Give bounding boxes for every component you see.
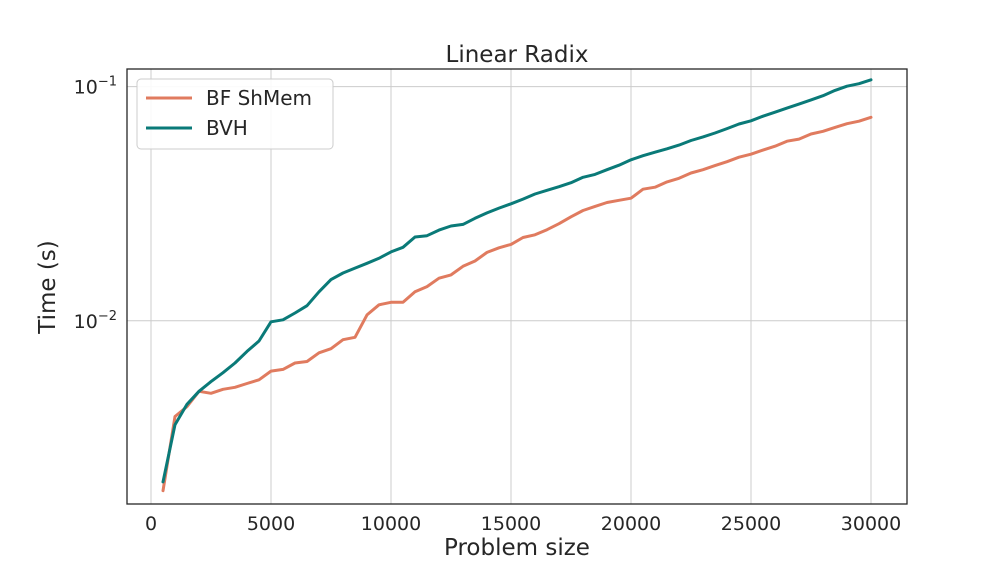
y-tick-labels: 10−2 10−1 [74,75,117,333]
x-tick-label: 30000 [841,513,901,535]
series-lines [161,78,873,493]
plot-frame [126,68,908,505]
series-line-bvh [161,78,873,484]
x-axis-label: Problem size [444,535,590,561]
chart-title: Linear Radix [446,42,589,68]
y-tick-label: 10−1 [74,75,117,99]
x-tick-labels: 0 5000 10000 15000 20000 25000 30000 [145,513,901,535]
x-tick-label: 5000 [247,513,295,535]
x-tick-label: 0 [145,513,157,535]
legend: BF ShMem BVH [136,78,334,150]
x-tick-label: 10000 [361,513,421,535]
legend-label-bvh: BVH [206,116,248,140]
x-tick-label: 15000 [481,513,541,535]
y-axis-label: Time (s) [35,240,61,335]
legend-label-bf-shmem: BF ShMem [206,86,312,110]
y-tick-label: 10−2 [74,309,117,333]
x-tick-label: 20000 [601,513,661,535]
x-tick-label: 25000 [721,513,781,535]
series-line-bf-shmem [161,115,873,493]
grid-lines [127,69,907,504]
